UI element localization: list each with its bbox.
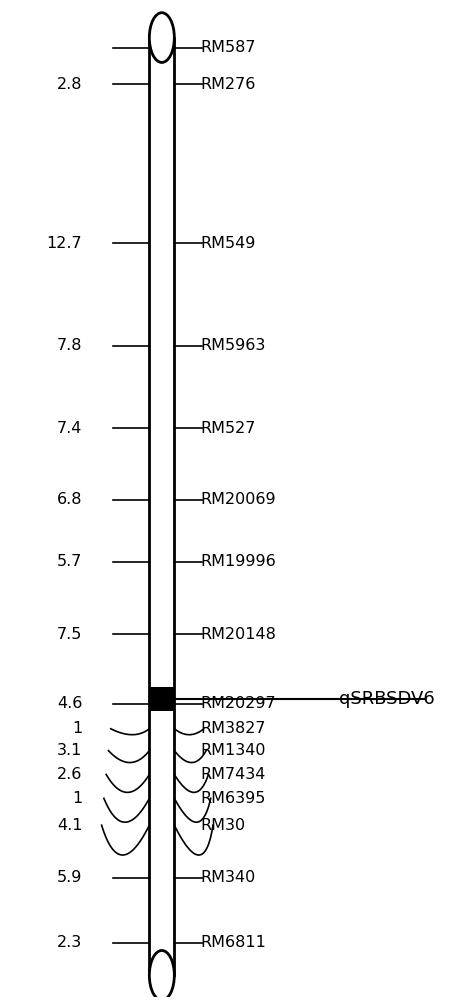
Bar (149, 38, 174, 975)
Bar (149, 687, 174, 711)
Text: RM7434: RM7434 (200, 767, 265, 782)
Text: 2.6: 2.6 (57, 767, 82, 782)
Text: RM19996: RM19996 (200, 554, 275, 569)
Text: 7.4: 7.4 (57, 421, 82, 436)
Text: RM527: RM527 (200, 421, 255, 436)
Text: RM20297: RM20297 (200, 696, 275, 711)
Text: RM1340: RM1340 (200, 743, 265, 758)
Text: 2.8: 2.8 (56, 77, 82, 92)
Text: RM6395: RM6395 (200, 791, 265, 806)
Text: RM340: RM340 (200, 870, 255, 885)
Text: 1: 1 (72, 791, 82, 806)
Text: 5.7: 5.7 (57, 554, 82, 569)
Text: RM20069: RM20069 (200, 492, 275, 507)
Text: RM6811: RM6811 (200, 935, 266, 950)
Text: RM276: RM276 (200, 77, 255, 92)
Text: 6.8: 6.8 (56, 492, 82, 507)
Text: 4.6: 4.6 (57, 696, 82, 711)
Text: 12.7: 12.7 (46, 236, 82, 251)
Text: 7.5: 7.5 (57, 627, 82, 642)
Text: RM587: RM587 (200, 40, 255, 55)
Text: RM30: RM30 (200, 818, 245, 833)
Text: 2.3: 2.3 (57, 935, 82, 950)
Ellipse shape (149, 950, 174, 1000)
Text: 5.9: 5.9 (57, 870, 82, 885)
Text: RM5963: RM5963 (200, 338, 265, 353)
Ellipse shape (149, 13, 174, 62)
Text: qSRBSDV6: qSRBSDV6 (338, 690, 434, 708)
Text: 3.1: 3.1 (57, 743, 82, 758)
Text: RM549: RM549 (200, 236, 255, 251)
Text: RM3827: RM3827 (200, 721, 265, 736)
Text: 7.8: 7.8 (56, 338, 82, 353)
Text: RM20148: RM20148 (200, 627, 276, 642)
Text: 4.1: 4.1 (56, 818, 82, 833)
Text: 1: 1 (72, 721, 82, 736)
